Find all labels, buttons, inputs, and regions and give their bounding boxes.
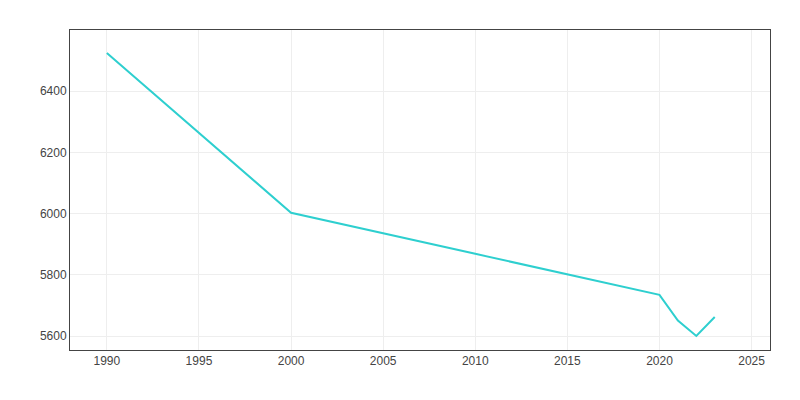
svg-text:5600: 5600: [40, 329, 67, 343]
svg-text:2000: 2000: [278, 354, 305, 368]
svg-text:1995: 1995: [186, 354, 213, 368]
svg-text:1990: 1990: [93, 354, 120, 368]
svg-text:6000: 6000: [40, 207, 67, 221]
svg-text:5800: 5800: [40, 268, 67, 282]
svg-text:2025: 2025: [738, 354, 765, 368]
svg-text:2020: 2020: [646, 354, 673, 368]
svg-text:2015: 2015: [554, 354, 581, 368]
svg-text:6400: 6400: [40, 84, 67, 98]
svg-text:2005: 2005: [370, 354, 397, 368]
svg-text:6200: 6200: [40, 146, 67, 160]
svg-text:2010: 2010: [462, 354, 489, 368]
